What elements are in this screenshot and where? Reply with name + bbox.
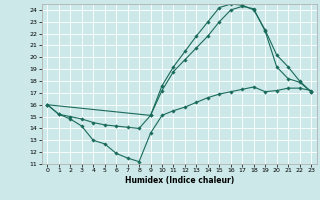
- X-axis label: Humidex (Indice chaleur): Humidex (Indice chaleur): [124, 176, 234, 185]
